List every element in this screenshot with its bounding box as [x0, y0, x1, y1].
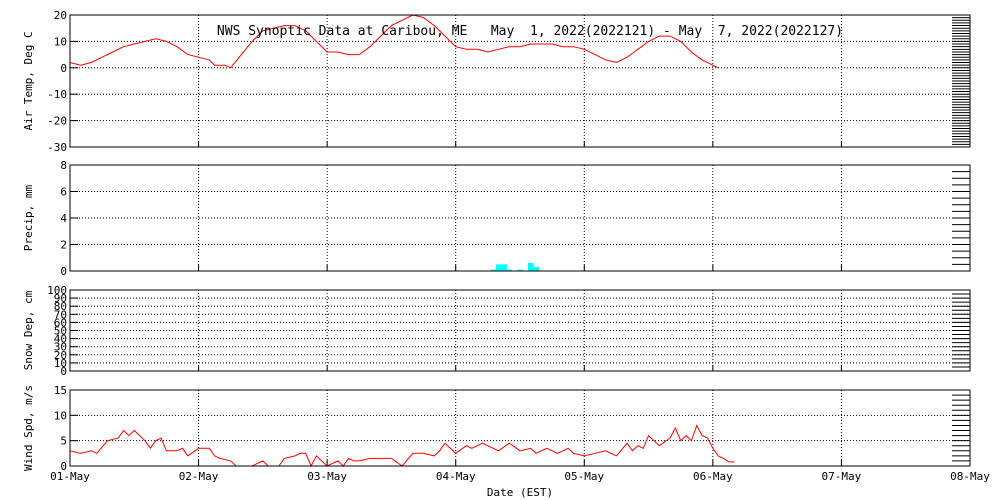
- y-tick-label: -30: [47, 141, 67, 154]
- x-tick-label: 05-May: [564, 470, 604, 483]
- y-tick-label: -20: [47, 115, 67, 128]
- precip-bar: [495, 264, 502, 271]
- panel-frame: [69, 14, 971, 148]
- y-tick-label: 2: [60, 239, 67, 252]
- x-tick-label: 03-May: [307, 470, 347, 483]
- y-axis-label-air-temp: Air Temp, Deg C: [22, 31, 35, 130]
- panel-wind-speed: 0 5 10 15 Wind Spd, m/s: [22, 384, 971, 473]
- precip-bar: [490, 269, 497, 271]
- y-tick-label: 10: [54, 409, 67, 422]
- y-tick-label: 70: [54, 308, 67, 321]
- y-tick-label: 40: [54, 333, 67, 346]
- y-tick-label: 10: [54, 35, 67, 48]
- y-tick-label: 30: [54, 341, 67, 354]
- y-tick-label: 5: [60, 435, 67, 448]
- precip-bar: [517, 269, 523, 271]
- y-axis-label-precip: Precip, mm: [22, 185, 35, 252]
- y-axis-label-snow-depth: Snow Dep, cm: [22, 290, 35, 370]
- precip-bar: [533, 267, 540, 271]
- chart-title: NWS Synoptic Data at Caribou, ME May 1, …: [217, 24, 843, 39]
- y-tick-label: -10: [47, 88, 67, 101]
- y-tick-label: 50: [54, 325, 67, 338]
- y-tick-label: 60: [54, 316, 67, 329]
- panel-precip: 0 2 4 6 8 Precip, mm: [22, 159, 971, 278]
- y-tick-label: 8: [60, 159, 67, 172]
- y-tick-label: 0: [60, 365, 67, 378]
- y-tick-label: 20: [54, 9, 67, 22]
- series-line-wind-speed: [69, 424, 735, 468]
- precip-bar: [528, 263, 534, 271]
- y-tick-label: 0: [60, 265, 67, 278]
- x-tick-label: 04-May: [436, 470, 476, 483]
- x-tick-label: 08-May: [950, 470, 990, 483]
- series-line-air-temp: [69, 14, 719, 69]
- panel-frame: [69, 289, 971, 372]
- panel-frame: [69, 389, 971, 467]
- y-axis-label-wind-speed: Wind Spd, m/s: [22, 385, 35, 471]
- panel-air-temp: -30 -20 -10 0 10 20 Air Temp, Deg C: [22, 9, 971, 154]
- precip-bar: [506, 269, 513, 271]
- x-tick-label: 07-May: [822, 470, 862, 483]
- y-tick-label: 6: [60, 186, 67, 199]
- x-axis-label: Date (EST): [487, 486, 553, 499]
- y-tick-label: 4: [60, 212, 67, 225]
- y-tick-label: 100: [47, 284, 67, 297]
- y-tick-label: 90: [54, 292, 67, 305]
- x-tick-label: 01-May: [50, 470, 90, 483]
- precip-bar: [501, 264, 507, 271]
- x-tick-label: 06-May: [693, 470, 733, 483]
- y-tick-label: 15: [54, 384, 67, 397]
- panel-frame: [69, 164, 971, 272]
- x-tick-label: 02-May: [179, 470, 219, 483]
- y-tick-label: 0: [60, 62, 67, 75]
- y-tick-label: 80: [54, 300, 67, 313]
- y-tick-label: 20: [54, 349, 67, 362]
- y-tick-label: 0: [60, 460, 67, 473]
- y-tick-label: 10: [54, 357, 67, 370]
